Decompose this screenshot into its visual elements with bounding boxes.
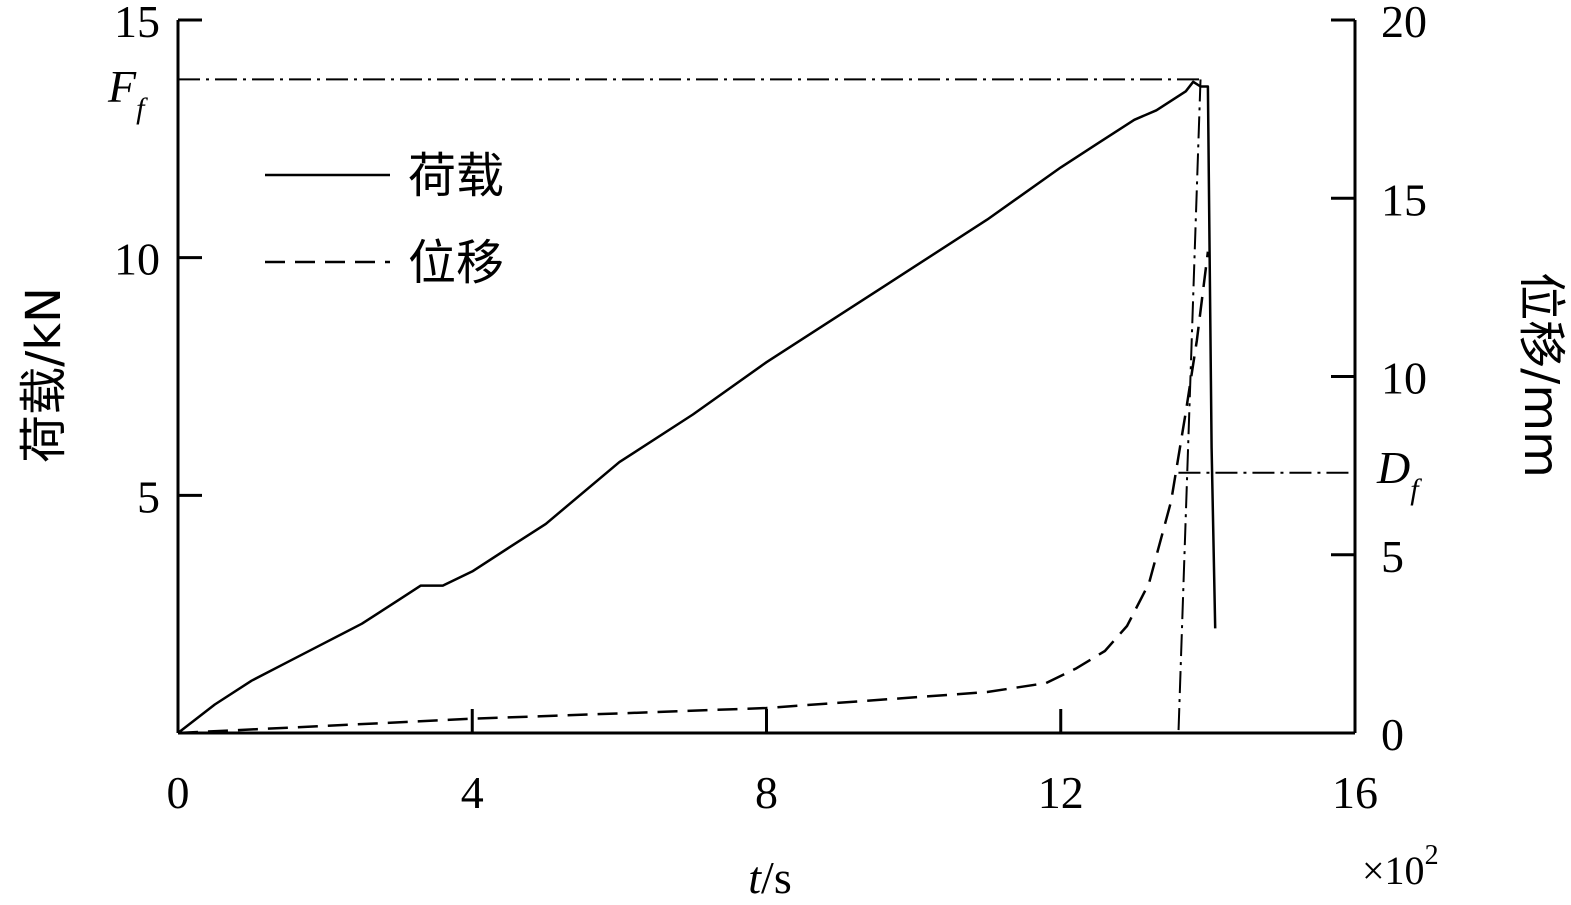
y-right-tick-label: 15	[1381, 174, 1427, 225]
annotation-ff-sub: f	[136, 92, 148, 125]
annotation-df-sub: f	[1410, 473, 1422, 506]
x-tick-label: 4	[461, 767, 484, 818]
x-axis-multiplier: ×102	[1362, 840, 1439, 893]
x-tick-label: 16	[1332, 767, 1378, 818]
legend-label-load: 荷载	[408, 148, 504, 204]
annotation-df-main: D	[1376, 442, 1410, 493]
y-left-tick-label: 15	[114, 0, 160, 47]
y-right-tick-label: 10	[1381, 353, 1427, 404]
series-displacement-line	[177, 251, 1210, 735]
x-axis-multiplier-exponent: 2	[1425, 840, 1439, 871]
annotation-ff-main: F	[107, 61, 137, 112]
y-axis-right-title: 位移/mm	[1513, 272, 1569, 478]
y-right-tick-label: 20	[1381, 0, 1427, 47]
annotation-ff: Ff	[107, 61, 148, 125]
legend: 荷载 位移	[265, 148, 504, 291]
x-axis-title-unit: /s	[761, 852, 792, 903]
x-tick-label: 8	[755, 767, 778, 818]
x-axis-title-var: t	[748, 852, 762, 903]
y-right-tick-label: 5	[1381, 531, 1404, 582]
legend-label-displacement: 位移	[408, 235, 504, 291]
x-tick-label: 0	[167, 767, 190, 818]
reference-lines	[178, 78, 1355, 734]
tick-labels: 0 4 8 12 16 5 10 15 0 5 10 15 20	[114, 0, 1427, 818]
series-group	[177, 80, 1217, 735]
x-tick-label: 12	[1038, 767, 1084, 818]
y-left-tick-label: 5	[137, 471, 160, 522]
annotation-df: Df	[1376, 442, 1422, 506]
series-load-line	[177, 80, 1217, 734]
y-axis-left-title: 荷载/kN	[16, 287, 72, 463]
ff-vertical-guide	[1177, 79, 1202, 734]
y-right-tick-label: 0	[1381, 709, 1404, 760]
y-left-tick-label: 10	[114, 234, 160, 285]
x-axis-multiplier-base: ×10	[1362, 848, 1425, 893]
x-axis-title: t/s	[748, 852, 791, 903]
axes	[176, 18, 1357, 735]
